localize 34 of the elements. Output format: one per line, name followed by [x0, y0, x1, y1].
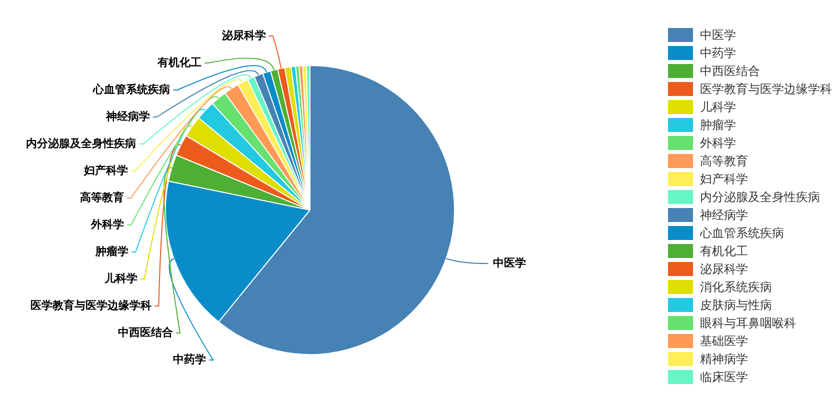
legend-label: 消化系统疾病	[700, 278, 772, 296]
legend-label: 中医学	[700, 26, 736, 44]
legend-label: 肿瘤学	[700, 116, 736, 134]
legend-label: 眼科与耳鼻咽喉科	[700, 314, 796, 332]
slice-label: 中药学	[173, 352, 206, 366]
legend-label: 心血管系统疾病	[700, 224, 784, 242]
slice-label: 内分泌腺及全身性疾病	[26, 136, 136, 150]
slice-label: 中西医结合	[118, 326, 174, 339]
slice-label: 泌尿科学	[220, 28, 266, 42]
legend-label: 神经病学	[700, 206, 748, 224]
legend-label: 中西医结合	[700, 62, 760, 80]
legend-label: 外科学	[700, 134, 736, 152]
slice-label: 高等教育	[80, 190, 124, 204]
legend-label: 有机化工	[700, 242, 748, 260]
legend-label: 妇产科学	[700, 170, 748, 188]
legend-label: 内分泌腺及全身性疾病	[700, 188, 820, 206]
legend-label: 儿科学	[700, 98, 736, 116]
legend-label: 高等教育	[700, 152, 748, 170]
slice-label: 中医学	[493, 256, 526, 270]
slice-label: 心血管系统疾病	[92, 82, 170, 96]
slice-label: 肿瘤学	[94, 244, 129, 258]
legend-label: 泌尿科学	[700, 260, 748, 278]
slice-label: 神经病学	[104, 110, 150, 123]
legend-label: 医学教育与医学边缘学科	[700, 80, 832, 98]
legend-label: 皮肤病与性病	[700, 296, 772, 314]
legend-label: 临床医学	[700, 368, 748, 386]
slice-label: 儿科学	[103, 272, 138, 285]
slice-label: 外科学	[90, 218, 124, 231]
slice-label: 医学教育与医学边缘学科	[30, 298, 152, 312]
legend-label: 基础医学	[700, 332, 748, 350]
legend-label: 精神病学	[700, 350, 748, 368]
legend-label: 中药学	[700, 44, 736, 62]
slice-label: 有机化工	[156, 56, 202, 69]
slice-label: 妇产科学	[82, 164, 128, 177]
